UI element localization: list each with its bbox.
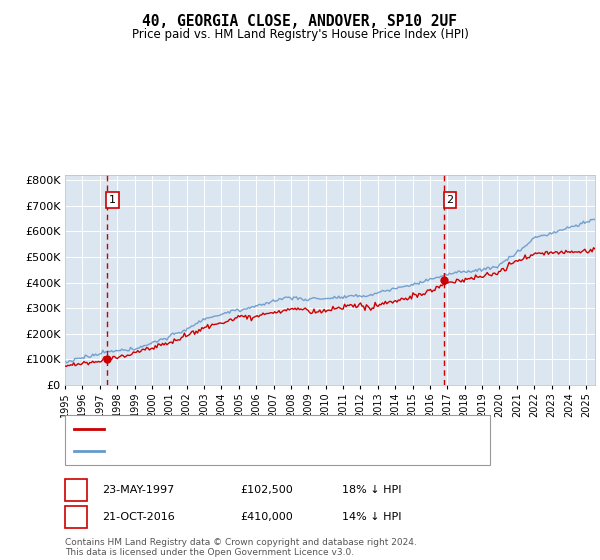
Text: Contains HM Land Registry data © Crown copyright and database right 2024.
This d: Contains HM Land Registry data © Crown c… [65,538,417,557]
Text: 18% ↓ HPI: 18% ↓ HPI [342,485,401,495]
Text: Price paid vs. HM Land Registry's House Price Index (HPI): Price paid vs. HM Land Registry's House … [131,28,469,41]
Text: 1: 1 [73,485,79,495]
Text: HPI: Average price, detached house, Test Valley: HPI: Average price, detached house, Test… [110,446,358,456]
Text: 21-OCT-2016: 21-OCT-2016 [102,512,175,522]
Text: £102,500: £102,500 [240,485,293,495]
Text: 2: 2 [73,512,80,522]
Text: 14% ↓ HPI: 14% ↓ HPI [342,512,401,522]
Text: 23-MAY-1997: 23-MAY-1997 [102,485,174,495]
Text: 40, GEORGIA CLOSE, ANDOVER, SP10 2UF (detached house): 40, GEORGIA CLOSE, ANDOVER, SP10 2UF (de… [110,424,425,434]
Text: 2: 2 [446,195,454,205]
Text: 1: 1 [109,195,116,205]
Text: 40, GEORGIA CLOSE, ANDOVER, SP10 2UF: 40, GEORGIA CLOSE, ANDOVER, SP10 2UF [143,14,458,29]
Text: £410,000: £410,000 [240,512,293,522]
